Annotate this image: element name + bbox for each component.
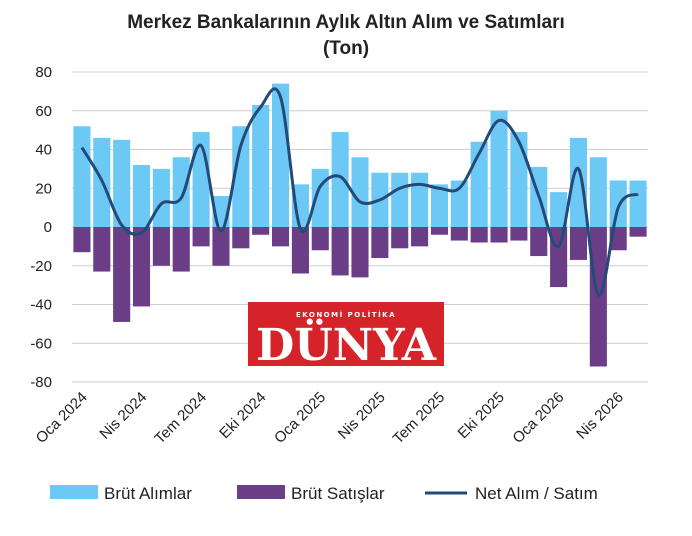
brut-satislar-bar — [93, 227, 111, 272]
x-tick-label: Nis 2025 — [335, 389, 389, 443]
dunya-logo-background — [248, 302, 444, 366]
brut-satislar-bar — [351, 227, 369, 278]
brut-satislar-bar — [450, 227, 468, 241]
brut-alimlar-bars — [73, 83, 647, 227]
brut-alimlar-bar — [113, 139, 131, 227]
net-alim-satim-line — [80, 87, 639, 297]
brut-satislar-bar — [569, 227, 588, 260]
y-tick-label: -80 — [30, 374, 52, 391]
brut-alimlar-bar — [252, 104, 270, 227]
x-tick-label: Nis 2024 — [96, 389, 150, 443]
brut-satislar-bar — [192, 227, 210, 247]
x-tick-label: Oca 2024 — [33, 389, 91, 447]
x-tick-label: Tem 2025 — [390, 389, 449, 448]
y-axis-ticks: 80 60 40 20 0 -20 -40 -60 -80 — [30, 64, 52, 391]
brut-satislar-bar — [430, 227, 448, 235]
brut-satislar-bar — [113, 227, 131, 322]
legend-swatch — [50, 485, 98, 499]
x-tick-label: Oca 2026 — [509, 389, 567, 447]
brut-alimlar-bar — [411, 172, 429, 227]
brut-satislar-bar — [391, 227, 409, 249]
dunya-logo-wordmark: DÜNYA — [256, 317, 437, 371]
brut-alimlar-bar — [569, 137, 588, 227]
brut-alimlar-bar — [510, 132, 528, 227]
y-tick-label: -20 — [30, 258, 52, 275]
brut-satislar-bar — [132, 227, 151, 307]
brut-alimlar-bar — [430, 184, 448, 227]
brut-alimlar-bar — [351, 157, 369, 227]
brut-satislar-bar — [530, 227, 548, 257]
y-tick-label: 40 — [35, 142, 52, 159]
y-tick-label: 0 — [44, 219, 52, 236]
x-tick-label: Eki 2025 — [455, 389, 508, 442]
brut-satislar-bar — [73, 227, 91, 253]
brut-alimlar-bar — [391, 172, 409, 227]
legend-item-brut-satislar: Brüt Satışlar — [237, 484, 385, 503]
y-tick-label: -60 — [30, 335, 52, 352]
brut-satislar-bar — [490, 227, 508, 243]
legend-swatch — [237, 485, 285, 499]
brut-alimlar-bar — [232, 126, 250, 227]
x-tick-label: Eki 2024 — [216, 389, 269, 442]
x-tick-label: Tem 2024 — [151, 389, 210, 448]
dunya-logo-kicker: EKONOMİ POLİTİKA — [296, 310, 396, 319]
x-tick-label: Nis 2026 — [573, 389, 627, 443]
brut-satislar-bar — [172, 227, 190, 272]
brut-satislar-bar — [311, 227, 329, 251]
brut-alimlar-bar — [172, 157, 190, 227]
brut-alimlar-bar — [609, 180, 627, 227]
brut-alimlar-bar — [589, 157, 607, 227]
chart-title-block: Merkez Bankalarının Aylık Altın Alım ve … — [0, 10, 692, 62]
brut-satislar-bar — [411, 227, 429, 247]
y-tick-label: 20 — [35, 180, 52, 197]
y-tick-label: 60 — [35, 103, 52, 120]
brut-satislar-bar — [252, 227, 270, 235]
brut-alimlar-bar — [272, 83, 290, 227]
brut-alimlar-bar — [629, 180, 647, 227]
brut-satislar-bar — [212, 227, 230, 266]
brut-satislar-bar — [470, 227, 488, 243]
legend-label: Brüt Alımlar — [104, 484, 192, 503]
x-tick-label: Oca 2025 — [271, 389, 329, 447]
brut-satislar-bar — [232, 227, 250, 249]
x-axis-ticks: Oca 2024 Nis 2024 Tem 2024 Eki 2024 Oca 2025… — [33, 389, 627, 448]
legend-label: Net Alım / Satım — [475, 484, 598, 503]
brut-alimlar-bar — [132, 165, 151, 227]
dunya-logo: EKONOMİ POLİTİKA DÜNYA — [248, 302, 444, 371]
chart-subtitle: (Ton) — [322, 38, 370, 59]
legend-item-net-alim-satim: Net Alım / Satım — [425, 484, 598, 503]
brut-satislar-bar — [371, 227, 389, 258]
brut-satislar-bar — [291, 227, 309, 274]
net-alim-satim-path — [80, 87, 639, 297]
brut-satislar-bar — [550, 227, 568, 288]
brut-satislar-bar — [589, 227, 607, 367]
brut-alimlar-bar — [490, 110, 508, 227]
brut-satislar-bar — [629, 227, 647, 237]
brut-satislar-bar — [331, 227, 349, 276]
y-tick-label: -40 — [30, 297, 52, 314]
brut-satislar-bars — [73, 227, 647, 367]
brut-satislar-bar — [272, 227, 290, 247]
legend: Brüt Alımlar Brüt Satışlar Net Alım / Satı… — [50, 484, 598, 503]
brut-alimlar-bar — [331, 132, 349, 227]
chart-title: Merkez Bankalarının Aylık Altın Alım ve … — [127, 12, 565, 33]
legend-item-brut-alimlar: Brüt Alımlar — [50, 484, 192, 503]
brut-satislar-bar — [152, 227, 170, 266]
legend-label: Brüt Satışlar — [291, 484, 385, 503]
brut-alimlar-bar — [152, 168, 170, 227]
brut-satislar-bar — [510, 227, 528, 241]
y-tick-label: 80 — [35, 64, 52, 81]
brut-alimlar-bar — [550, 192, 568, 227]
brut-alimlar-bar — [73, 126, 91, 227]
